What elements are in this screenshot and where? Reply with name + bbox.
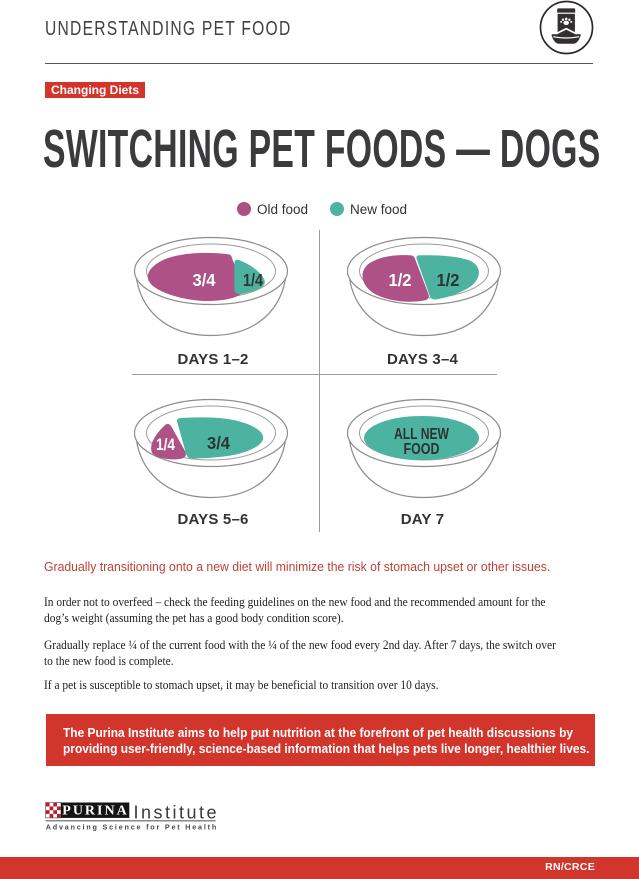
svg-text:1/4: 1/4 (243, 270, 263, 290)
svg-text:3/4: 3/4 (193, 270, 216, 290)
svg-text:1/2: 1/2 (436, 270, 459, 290)
svg-text:ALL NEW: ALL NEW (394, 426, 450, 443)
svg-text:PURINA: PURINA (62, 804, 128, 819)
svg-text:1/2: 1/2 (388, 270, 411, 290)
svg-text:FOOD: FOOD (403, 441, 439, 458)
svg-text:Advancing Science for Pet Heal: Advancing Science for Pet Health (46, 822, 218, 831)
svg-text:Institute: Institute (134, 802, 220, 822)
svg-text:3/4: 3/4 (207, 433, 230, 453)
svg-text:1/4: 1/4 (156, 436, 176, 454)
